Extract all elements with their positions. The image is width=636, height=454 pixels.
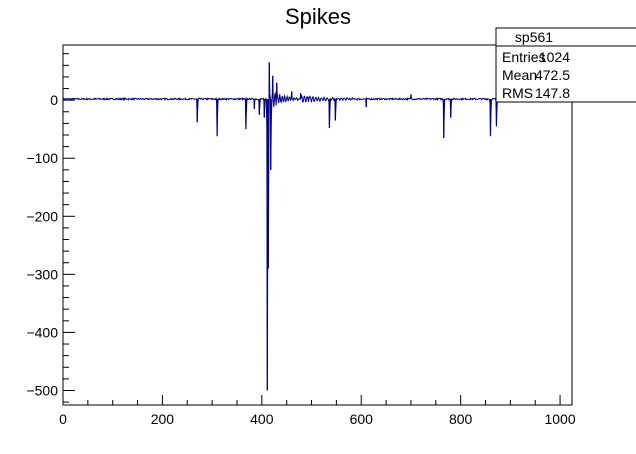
y-tick-label: −300 xyxy=(26,266,58,282)
y-tick-label: 0 xyxy=(50,92,58,108)
y-tick-label: −200 xyxy=(26,208,58,224)
y-tick-label: −400 xyxy=(26,324,58,340)
chart-title: Spikes xyxy=(285,4,351,29)
stats-entries-label: Entries xyxy=(502,49,546,65)
x-tick-label: 200 xyxy=(151,411,175,427)
y-axis: 0 −100 −200 −300 −400 −500 xyxy=(26,53,75,403)
series-line xyxy=(62,62,572,391)
x-axis: 0 200 400 600 800 1000 xyxy=(59,395,576,427)
plot-area-border xyxy=(62,44,573,406)
series-group xyxy=(62,62,572,391)
x-tick-label: 0 xyxy=(59,411,67,427)
stats-mean-label: Mean xyxy=(502,67,537,83)
stats-rms-value: 147.8 xyxy=(535,85,570,101)
x-tick-label: 800 xyxy=(449,411,473,427)
stats-rms-label: RMS xyxy=(502,85,533,101)
x-tick-label: 600 xyxy=(350,411,374,427)
x-tick-label: 1000 xyxy=(544,411,575,427)
plot-frame xyxy=(62,44,573,406)
stats-box: sp561 Entries 1024 Mean 472.5 RMS 147.8 xyxy=(495,27,636,103)
stats-mean-value: 472.5 xyxy=(535,67,570,83)
y-tick-label: −100 xyxy=(26,150,58,166)
stats-title: sp561 xyxy=(515,29,553,45)
stats-entries-value: 1024 xyxy=(539,49,570,65)
y-tick-label: −500 xyxy=(26,382,58,398)
stats-box-border xyxy=(495,27,636,103)
x-tick-label: 400 xyxy=(250,411,274,427)
